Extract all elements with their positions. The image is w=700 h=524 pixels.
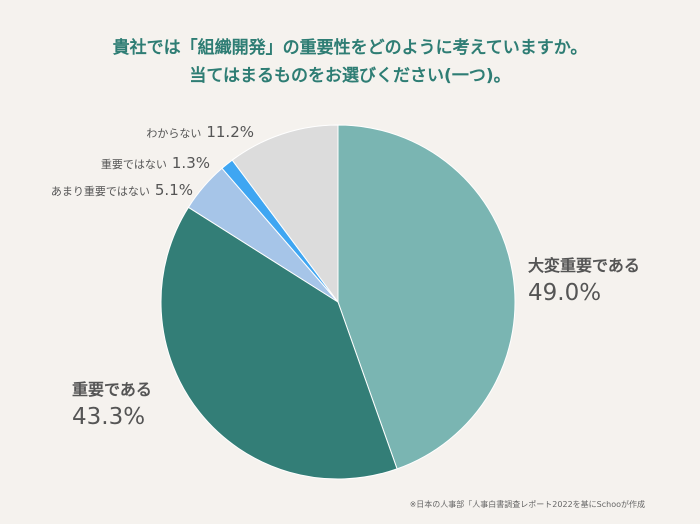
slice-label-not-very-important: あまり重要ではない 5.1%	[51, 180, 193, 199]
slice-label-name: あまり重要ではない	[50, 185, 150, 198]
chart-title: 貴社では「組織開発」の重要性をどのように考えていますか。 当てはまるものをお選び…	[0, 34, 700, 90]
slice-label-important: 重要である 43.3%	[72, 376, 152, 430]
slice-label-name: わからない	[146, 127, 202, 140]
slice-label-percent: 43.3%	[72, 404, 146, 430]
slice-label-not-important: 重要ではない 1.3%	[101, 153, 210, 172]
slice-label-dont-know: わからない 11.2%	[146, 122, 254, 141]
slice-label-name: 重要ではない	[100, 158, 167, 171]
slice-label-percent: 1.3%	[171, 154, 210, 172]
title-line-2: 当てはまるものをお選びください(一つ)。	[189, 66, 511, 86]
slice-label-percent: 11.2%	[206, 123, 254, 141]
slice-label-name: 大変重要である	[528, 256, 640, 275]
source-note: ※日本の人事部「人事白書調査レポート2022を基にSchooが作成	[409, 500, 645, 509]
slice-label-name: 重要である	[72, 380, 152, 399]
slice-label-percent: 49.0%	[528, 280, 602, 306]
pie-slice-important	[160, 206, 398, 480]
slice-label-very-important: 大変重要である 49.0%	[528, 252, 640, 306]
title-line-1: 貴社では「組織開発」の重要性をどのように考えていますか。	[112, 38, 588, 58]
pie-slice-dont-know	[231, 124, 339, 304]
pie-slice-very-important	[337, 124, 516, 470]
slice-label-percent: 5.1%	[154, 181, 193, 199]
